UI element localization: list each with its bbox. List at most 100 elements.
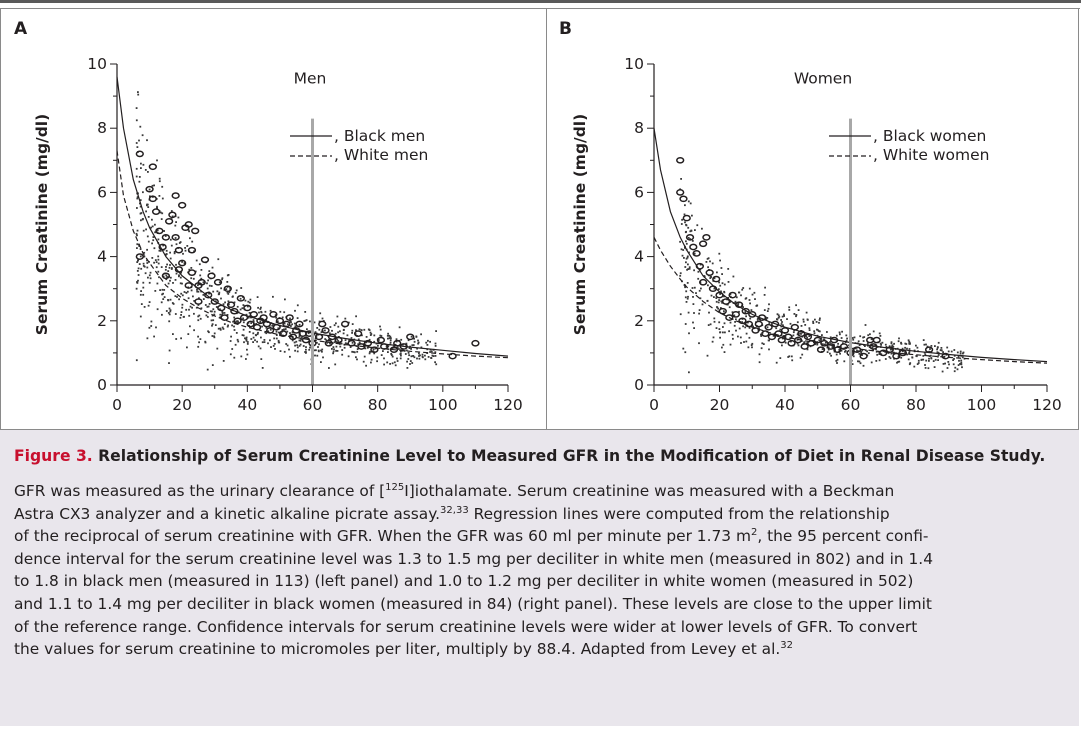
data-point bbox=[258, 311, 260, 314]
data-point bbox=[884, 343, 887, 346]
data-point bbox=[202, 294, 205, 296]
data-point bbox=[684, 231, 687, 234]
data-point bbox=[905, 343, 908, 345]
data-point bbox=[407, 339, 410, 342]
data-point bbox=[709, 260, 711, 263]
data-point bbox=[383, 363, 385, 366]
data-point bbox=[150, 320, 153, 323]
data-point bbox=[729, 343, 732, 346]
data-point bbox=[221, 278, 223, 281]
data-point bbox=[719, 331, 721, 334]
data-point bbox=[355, 356, 357, 359]
data-point bbox=[168, 313, 171, 316]
data-point bbox=[410, 335, 413, 338]
x-tick-label: 100 bbox=[428, 396, 458, 414]
data-point bbox=[147, 276, 149, 279]
data-point bbox=[334, 363, 337, 366]
data-point bbox=[148, 195, 157, 203]
data-point bbox=[870, 361, 873, 364]
data-point bbox=[169, 279, 171, 282]
data-point bbox=[796, 321, 799, 324]
data-point bbox=[685, 261, 687, 264]
data-point bbox=[148, 301, 151, 303]
data-point bbox=[740, 294, 742, 297]
data-point bbox=[169, 264, 171, 266]
data-point bbox=[737, 335, 739, 338]
data-point bbox=[243, 304, 252, 312]
data-point bbox=[898, 337, 900, 340]
data-point bbox=[689, 202, 692, 205]
data-point bbox=[430, 357, 433, 359]
data-point bbox=[165, 253, 168, 255]
data-point bbox=[861, 349, 864, 352]
data-point bbox=[819, 317, 821, 320]
data-point bbox=[421, 353, 424, 356]
data-point bbox=[232, 295, 234, 298]
data-point bbox=[684, 351, 687, 354]
data-point bbox=[234, 292, 237, 294]
data-point bbox=[343, 346, 346, 349]
data-point bbox=[163, 230, 165, 232]
data-point bbox=[815, 321, 818, 323]
data-point bbox=[389, 346, 399, 354]
data-point bbox=[891, 345, 893, 348]
data-point bbox=[400, 338, 403, 341]
data-point bbox=[242, 328, 245, 331]
y-axis-label: Serum Creatinine (mg/dl) bbox=[571, 114, 589, 335]
data-point bbox=[180, 337, 182, 340]
data-point bbox=[199, 274, 202, 277]
data-point bbox=[279, 330, 288, 337]
data-point bbox=[140, 290, 142, 292]
data-point bbox=[147, 171, 149, 173]
data-point bbox=[294, 325, 297, 328]
data-point bbox=[866, 350, 868, 353]
data-point bbox=[766, 317, 769, 319]
data-point bbox=[212, 319, 215, 322]
data-point bbox=[818, 330, 821, 333]
data-point bbox=[139, 202, 141, 205]
data-point bbox=[760, 347, 763, 350]
data-point bbox=[229, 287, 232, 289]
data-point bbox=[857, 340, 860, 343]
data-point bbox=[148, 326, 151, 329]
data-point bbox=[322, 356, 324, 359]
data-point bbox=[896, 361, 898, 364]
y-tick-label: 2 bbox=[634, 312, 644, 330]
data-point bbox=[370, 358, 373, 361]
data-point bbox=[863, 336, 866, 338]
data-point bbox=[174, 295, 177, 297]
data-point bbox=[687, 226, 690, 229]
data-point bbox=[434, 361, 436, 364]
data-point bbox=[165, 266, 167, 268]
data-point bbox=[317, 346, 319, 348]
data-point bbox=[246, 353, 249, 356]
data-point bbox=[178, 259, 187, 267]
legend: , Black women, White women bbox=[829, 127, 989, 164]
data-point bbox=[864, 324, 867, 326]
data-point bbox=[780, 323, 783, 325]
data-point bbox=[827, 348, 830, 351]
data-point bbox=[688, 267, 691, 270]
data-point bbox=[856, 349, 858, 352]
data-point bbox=[369, 350, 371, 353]
data-point bbox=[799, 356, 802, 359]
data-point bbox=[885, 346, 888, 348]
data-point bbox=[800, 343, 809, 350]
data-point bbox=[193, 312, 195, 315]
x-tick-label: 40 bbox=[237, 396, 257, 414]
data-point bbox=[261, 341, 264, 344]
data-point bbox=[165, 274, 168, 277]
data-point bbox=[265, 327, 275, 334]
data-point bbox=[833, 348, 836, 351]
data-point bbox=[331, 348, 333, 350]
data-point bbox=[805, 335, 808, 338]
data-point bbox=[756, 304, 758, 307]
data-point bbox=[293, 322, 296, 325]
data-point bbox=[718, 299, 720, 301]
data-point bbox=[398, 348, 400, 350]
data-point bbox=[161, 197, 164, 200]
data-point bbox=[784, 341, 787, 344]
data-point bbox=[163, 289, 166, 291]
y-tick-label: 4 bbox=[97, 248, 107, 266]
data-point bbox=[684, 204, 686, 207]
